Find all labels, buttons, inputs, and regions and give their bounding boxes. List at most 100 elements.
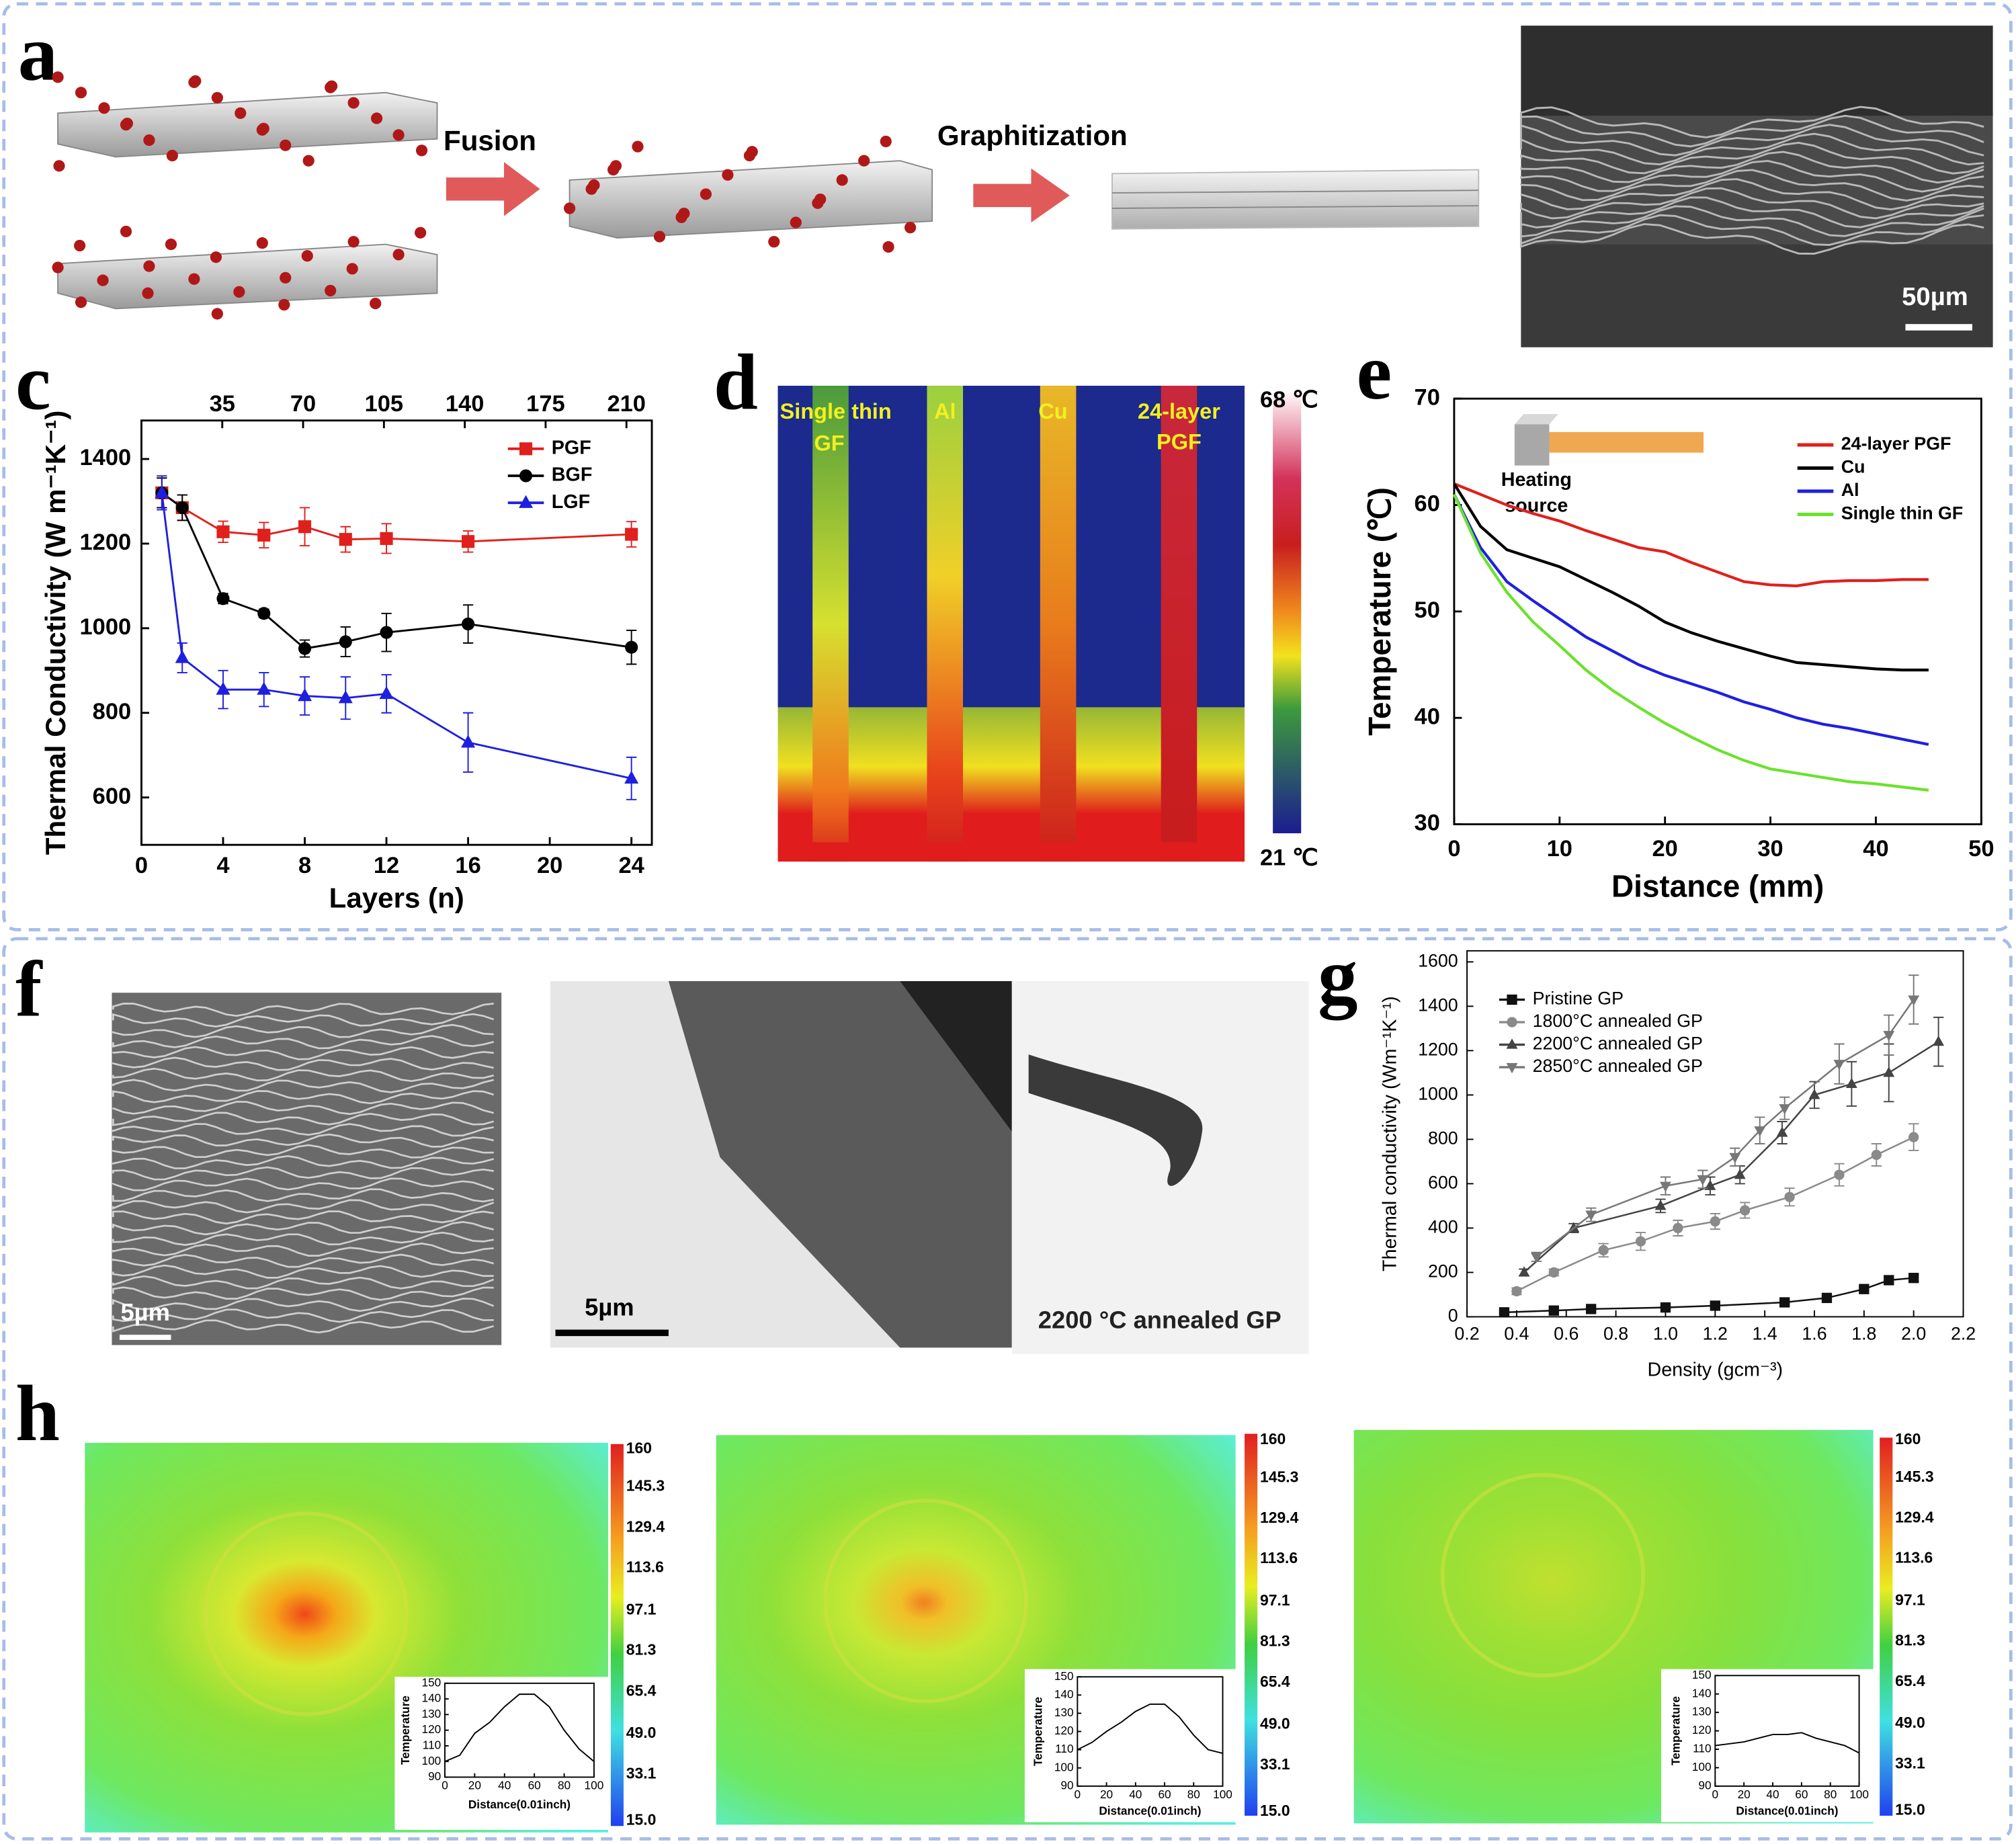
colorbar xyxy=(1245,1433,1258,1816)
x-tick-label: 30 xyxy=(1757,836,1783,862)
molecule xyxy=(280,271,292,284)
molecule xyxy=(143,134,155,146)
x-tick-label: 1.4 xyxy=(1753,1323,1777,1343)
y-tick-label: 140 xyxy=(1692,1686,1712,1700)
marker xyxy=(1704,1179,1716,1190)
y-tick-label: 120 xyxy=(1692,1723,1712,1736)
colorbar-label: 65.4 xyxy=(626,1681,657,1699)
panel-label: e xyxy=(1356,327,1392,416)
y-tick-label: 100 xyxy=(1692,1760,1712,1773)
y-tick-label: 150 xyxy=(422,1675,442,1689)
y-tick-label: 600 xyxy=(1428,1172,1458,1192)
molecule xyxy=(347,97,360,109)
molecule xyxy=(142,287,154,299)
series-line xyxy=(1454,482,1929,587)
scale-bar xyxy=(1905,324,1972,331)
series-line xyxy=(1453,493,1929,746)
series-line xyxy=(1452,493,1929,792)
x-tick-label: 40 xyxy=(1766,1788,1779,1801)
molecule xyxy=(347,236,360,248)
colorbar-label: 97.1 xyxy=(1895,1591,1925,1608)
y-tick-label: 130 xyxy=(1054,1706,1074,1719)
marker xyxy=(1710,1216,1720,1227)
legend-label: LGF xyxy=(552,491,590,513)
scale-bar xyxy=(555,1329,669,1337)
molecule xyxy=(392,129,405,141)
x-tick-label: 0.4 xyxy=(1504,1323,1529,1343)
panel-label: d xyxy=(714,337,758,426)
marker xyxy=(625,528,638,541)
x-tick-label: 0.8 xyxy=(1603,1323,1628,1343)
graphene-sheet xyxy=(57,243,438,310)
x-tick-label: 2.0 xyxy=(1901,1323,1926,1343)
molecule xyxy=(165,238,177,251)
marker xyxy=(519,442,533,456)
marker xyxy=(298,642,312,655)
y-tick-label: 110 xyxy=(1693,1742,1711,1755)
step-label: Fusion xyxy=(444,125,536,157)
y-tick-label: 120 xyxy=(422,1722,442,1736)
caption: 2200 °C annealed GP xyxy=(1038,1306,1282,1334)
legend-label: Cu xyxy=(1841,457,1865,477)
colorbar-label: 65.4 xyxy=(1895,1672,1925,1689)
panel-label: h xyxy=(15,1369,60,1458)
y-tick-label: 150 xyxy=(1054,1669,1074,1683)
marker xyxy=(155,485,169,499)
y-axis-title: Temperature xyxy=(1031,1697,1044,1766)
sample-label: GF xyxy=(814,431,844,456)
molecule xyxy=(370,297,382,310)
ring xyxy=(204,1511,409,1716)
strip xyxy=(927,386,964,862)
legend-label: BGF xyxy=(552,464,593,486)
colorbar-label: 33.1 xyxy=(626,1765,657,1782)
molecule xyxy=(326,80,338,92)
molecule xyxy=(98,102,110,114)
molecule xyxy=(143,260,155,272)
x-tick-label: 1.0 xyxy=(1653,1323,1678,1343)
marker xyxy=(1739,1205,1751,1216)
marker xyxy=(216,592,230,605)
x2-tick-label: 140 xyxy=(446,391,484,417)
marker xyxy=(1673,1222,1683,1234)
legend-label: Single thin GF xyxy=(1841,503,1963,523)
x-tick-label: 50 xyxy=(1968,836,1994,862)
marker xyxy=(1754,1126,1766,1137)
legend-label: 24-layer PGF xyxy=(1841,433,1951,454)
x-tick-label: 8 xyxy=(298,853,311,878)
colorbar-label: 160 xyxy=(1260,1430,1286,1448)
molecule xyxy=(722,169,734,181)
y-tick-label: 800 xyxy=(93,699,131,724)
colorbar-label: 15.0 xyxy=(1895,1800,1925,1818)
y-tick-label: 1000 xyxy=(1418,1083,1458,1103)
annotation: Heating xyxy=(1501,469,1572,491)
graphite-stack xyxy=(1111,169,1480,230)
x-tick-label: 0 xyxy=(1447,836,1460,862)
marker xyxy=(1507,994,1517,1005)
inset-bg xyxy=(1661,1669,1876,1822)
series-line xyxy=(1504,1277,1914,1314)
colorbar-label: 160 xyxy=(1895,1430,1921,1448)
panel-b: 50µm xyxy=(1519,26,1993,347)
x-tick-label: 0 xyxy=(442,1778,448,1792)
colorbar-label: 81.3 xyxy=(626,1641,657,1659)
photo xyxy=(1011,981,1309,1354)
y-axis-title: Temperature xyxy=(1669,1696,1682,1765)
x-tick-label: 1.2 xyxy=(1703,1323,1728,1343)
panel-h xyxy=(85,1429,1893,1833)
molecule xyxy=(257,122,269,134)
y-tick-label: 90 xyxy=(1698,1778,1711,1792)
y-tick-label: 110 xyxy=(423,1738,441,1751)
scale-bar-label: 5µm xyxy=(120,1298,169,1326)
marker xyxy=(519,495,534,508)
molecule xyxy=(280,139,292,151)
marker xyxy=(1511,1286,1522,1297)
x2-tick-label: 175 xyxy=(526,391,564,417)
colorbar-label: 33.1 xyxy=(1260,1755,1290,1773)
scale-bar xyxy=(119,1335,171,1340)
marker xyxy=(462,535,475,548)
marker xyxy=(1635,1236,1646,1247)
y-tick-label: 1400 xyxy=(80,445,132,470)
x-tick-label: 20 xyxy=(1100,1788,1113,1801)
colorbar-label: 113.6 xyxy=(626,1558,664,1576)
x-tick-label: 12 xyxy=(374,853,399,878)
